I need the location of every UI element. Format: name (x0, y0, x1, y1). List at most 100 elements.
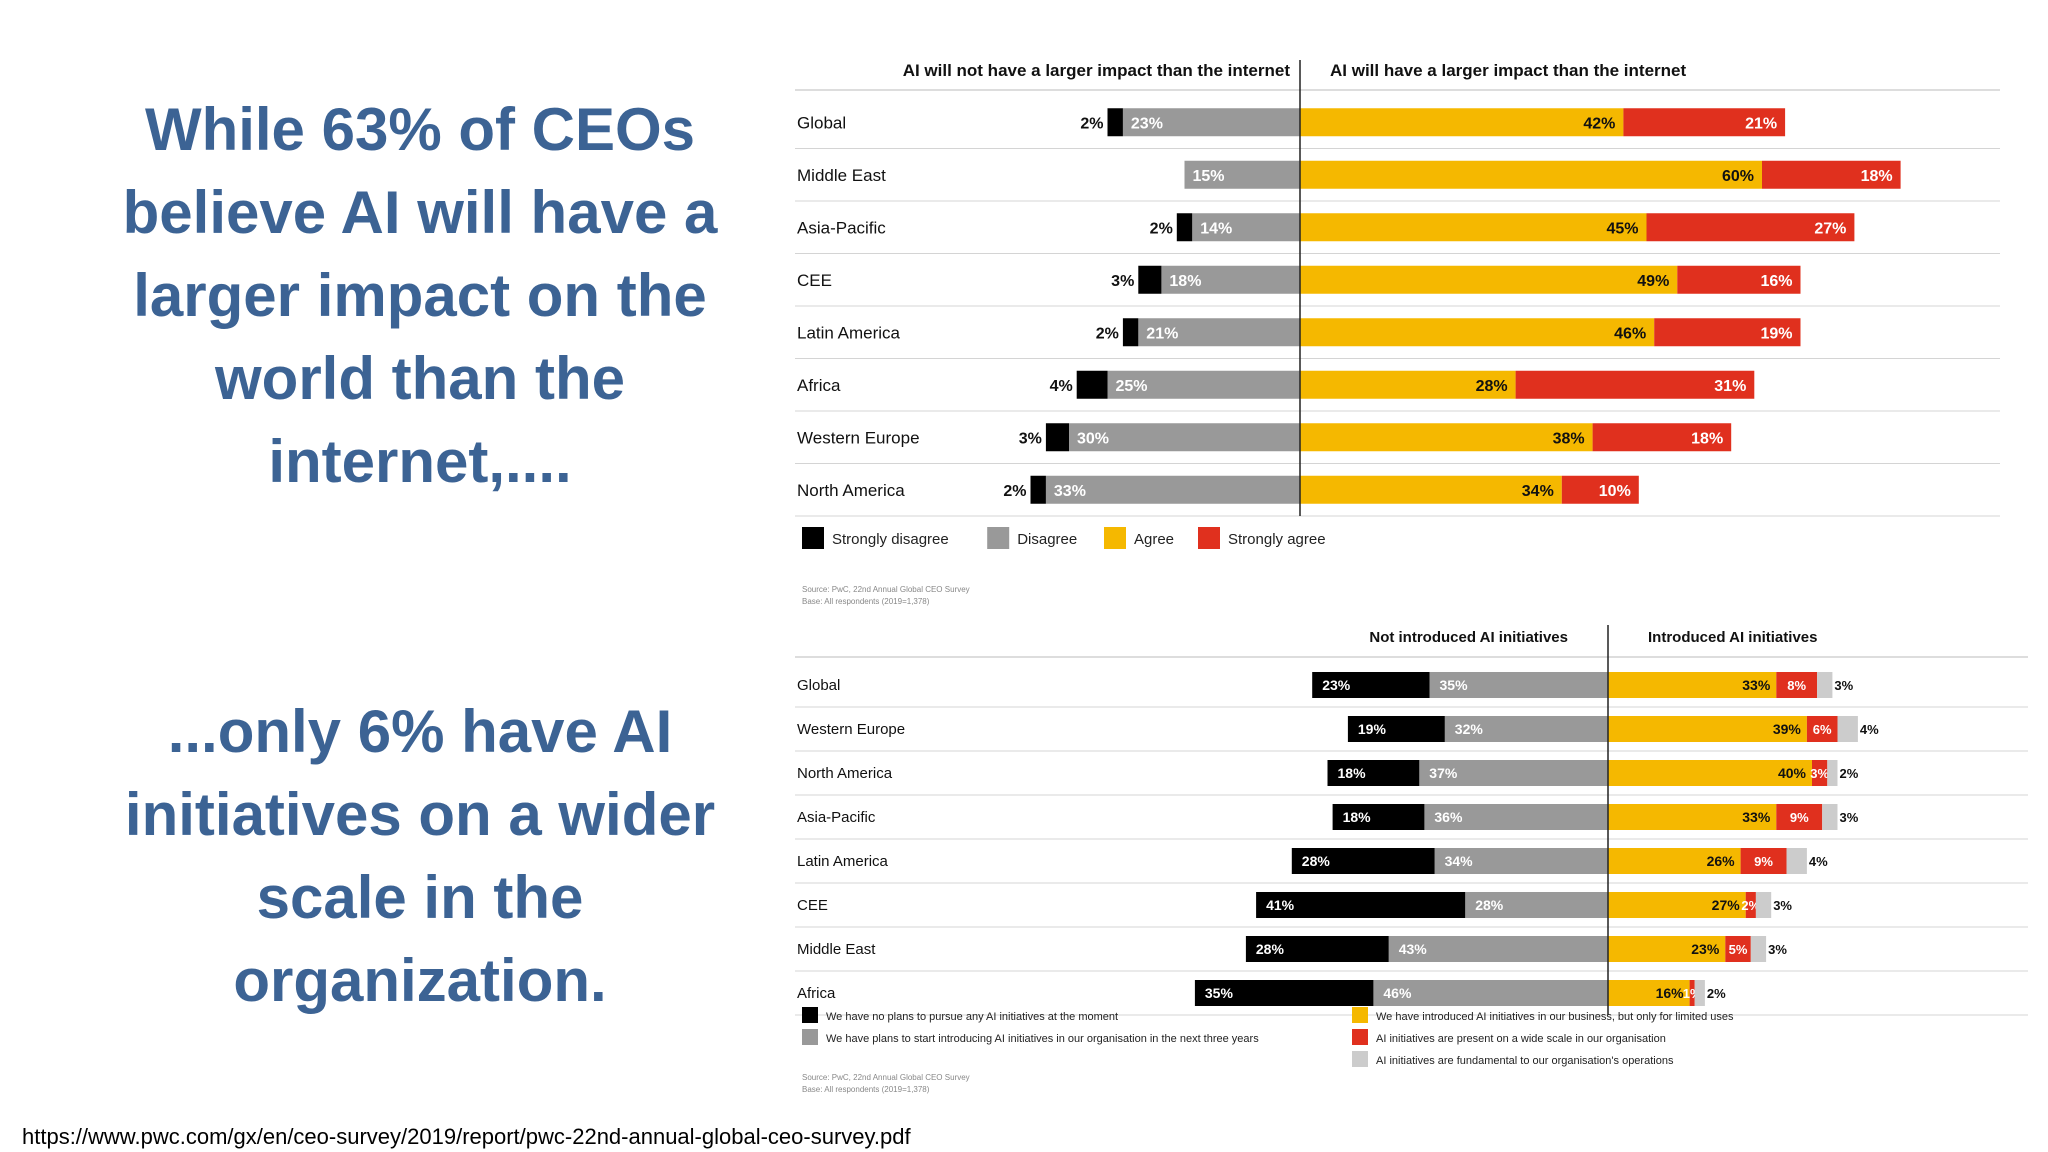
chart1-data-label: 31% (1714, 378, 1746, 395)
chart2-data-label: 4% (1809, 854, 1828, 869)
chart1-data-label: 2% (1080, 115, 1103, 132)
chart2-legend-swatch (1352, 1029, 1368, 1045)
chart2-data-label: 2% (1741, 898, 1760, 913)
chart1-header-right: AI will have a larger impact than the in… (1330, 61, 1686, 80)
chart1-bar-disagree (1161, 265, 1300, 294)
chart2-data-label: 3% (1840, 810, 1859, 825)
chart1-data-label: 27% (1814, 220, 1846, 237)
chart1-bar-agree (1300, 318, 1655, 347)
chart2-data-label: 8% (1787, 678, 1806, 693)
chart2-legend-swatch (1352, 1007, 1368, 1023)
chart2-bar-ai-initiatives-are-present-on-a-wide-scale-in-our-organisation (1745, 892, 1756, 918)
chart2-data-label: 9% (1790, 810, 1809, 825)
chart1-data-label: 4% (1050, 378, 1073, 395)
chart1-legend-label: Agree (1134, 531, 1174, 548)
chart1-bar-strongly-agree (1561, 475, 1639, 504)
chart1-header-left: AI will not have a larger impact than th… (903, 61, 1291, 80)
chart2-bar-we-have-introduced-ai-initiatives-in-our-business-but-only-for-limited-uses (1608, 892, 1746, 918)
chart1-bar-agree (1300, 213, 1647, 242)
chart2-legend-label: We have no plans to pursue any AI initia… (826, 1011, 1118, 1023)
chart1-bar-strongly-agree (1762, 160, 1901, 189)
chart2-category-label: Latin America (797, 853, 889, 870)
chart2-category-label: Africa (797, 985, 836, 1002)
chart2-data-label: 6% (1813, 722, 1832, 737)
chart2-bar-we-have-introduced-ai-initiatives-in-our-business-but-only-for-limited-uses (1608, 848, 1741, 874)
chart2-bar-ai-initiatives-are-fundamental-to-our-organisation-s-operations (1827, 760, 1838, 786)
chart2-bar-we-have-plans-to-start-introducing-ai-initiatives-in-our-organisation-in-the-next-three-years (1419, 760, 1608, 786)
chart1-legend-swatch (1198, 527, 1220, 549)
chart1-legend-swatch (987, 527, 1010, 549)
chart2-legend-label: AI initiatives are fundamental to our or… (1376, 1055, 1674, 1067)
chart1-data-label: 45% (1606, 220, 1638, 237)
chart1-bar-strongly-agree (1677, 265, 1801, 294)
chart2-data-label: 23% (1691, 941, 1720, 957)
chart1-base-note: Base: All respondents (2019=1,378) (802, 597, 930, 606)
chart1-bar-strongly-disagree (1122, 318, 1139, 347)
chart2-data-label: 32% (1455, 721, 1484, 737)
chart1-source-note: Source: PwC, 22nd Annual Global CEO Surv… (802, 585, 970, 594)
chart1-bar-disagree (1138, 318, 1300, 347)
chart1-data-label: 60% (1722, 168, 1754, 185)
chart2-bar-ai-initiatives-are-present-on-a-wide-scale-in-our-organisation (1740, 848, 1787, 874)
chart2-data-label: 3% (1773, 898, 1792, 913)
chart1-category-label: Western Europe (797, 428, 920, 447)
chart2-header-right: Introduced AI initiatives (1648, 629, 1817, 646)
chart1-legend-swatch (1104, 527, 1126, 549)
chart2-bar-we-have-no-plans-to-pursue-any-ai-initiatives-at-the-moment (1291, 848, 1435, 874)
chart2-data-label: 40% (1778, 765, 1807, 781)
chart1-data-label: 16% (1760, 273, 1792, 290)
chart2-bar-we-have-no-plans-to-pursue-any-ai-initiatives-at-the-moment (1332, 804, 1425, 830)
chart1-data-label: 18% (1861, 168, 1893, 185)
chart1-bar-disagree (1045, 475, 1300, 504)
chart2-data-label: 39% (1773, 721, 1802, 737)
chart1-bar-disagree (1107, 370, 1300, 399)
chart1-bar-agree (1300, 370, 1516, 399)
chart1-data-label: 18% (1169, 273, 1201, 290)
chart1-category-label: Asia-Pacific (797, 218, 886, 237)
chart2-bar-ai-initiatives-are-present-on-a-wide-scale-in-our-organisation (1812, 760, 1828, 786)
chart2-data-label: 28% (1256, 941, 1285, 957)
chart2-data-label: 26% (1707, 853, 1736, 869)
chart2-data-label: 35% (1440, 677, 1469, 693)
chart1-data-label: 10% (1599, 483, 1631, 500)
chart2-bar-we-have-no-plans-to-pursue-any-ai-initiatives-at-the-moment (1347, 716, 1445, 742)
chart2-bar-we-have-no-plans-to-pursue-any-ai-initiatives-at-the-moment (1327, 760, 1420, 786)
chart2-data-label: 23% (1322, 677, 1351, 693)
chart2-bar-ai-initiatives-are-present-on-a-wide-scale-in-our-organisation (1725, 936, 1751, 962)
chart2-data-label: 16% (1656, 985, 1685, 1001)
chart2-header-left: Not introduced AI initiatives (1369, 629, 1568, 646)
chart1-data-label: 3% (1019, 430, 1042, 447)
chart1-data-label: 46% (1614, 325, 1646, 342)
source-url[interactable]: https://www.pwc.com/gx/en/ceo-survey/201… (22, 1124, 911, 1149)
chart1-bar-agree (1300, 160, 1762, 189)
chart2-data-label: 5% (1729, 942, 1748, 957)
headline-top: While 63% of CEOs believe AI will have a… (122, 96, 718, 495)
chart2-data-label: 33% (1742, 677, 1771, 693)
chart1-data-label: 14% (1200, 220, 1232, 237)
chart1-data-label: 42% (1583, 115, 1615, 132)
chart2-bar-we-have-plans-to-start-introducing-ai-initiatives-in-our-organisation-in-the-next-three-years (1444, 716, 1608, 742)
chart1-bar-agree (1300, 423, 1593, 452)
chart2-bar-ai-initiatives-are-fundamental-to-our-organisation-s-operations (1755, 892, 1772, 918)
chart1-data-label: 34% (1522, 483, 1554, 500)
chart2-data-label: 3% (1810, 766, 1829, 781)
chart2-bar-we-have-plans-to-start-introducing-ai-initiatives-in-our-organisation-in-the-next-three-years (1429, 672, 1608, 698)
chart1-data-label: 2% (1003, 483, 1026, 500)
chart2-legend-label: We have introduced AI initiatives in our… (1376, 1011, 1734, 1023)
chart1-bar-strongly-agree (1646, 213, 1855, 242)
chart2-bar-ai-initiatives-are-present-on-a-wide-scale-in-our-organisation (1806, 716, 1838, 742)
chart2-legend-label: AI initiatives are present on a wide sca… (1376, 1033, 1666, 1045)
chart1-legend-label: Strongly disagree (832, 531, 949, 548)
chart2-bar-ai-initiatives-are-fundamental-to-our-organisation-s-operations (1694, 980, 1705, 1006)
chart2-data-label: 18% (1338, 765, 1367, 781)
chart2-data-label: 37% (1429, 765, 1458, 781)
chart1-bar-strongly-agree (1592, 423, 1732, 452)
chart2-data-label: 4% (1860, 722, 1879, 737)
chart1-bar-strongly-disagree (1107, 108, 1123, 137)
chart2-category-label: CEE (797, 897, 828, 914)
chart1-legend-label: Disagree (1017, 531, 1077, 548)
chart1-category-label: Africa (797, 376, 841, 395)
chart2-bar-we-have-no-plans-to-pursue-any-ai-initiatives-at-the-moment (1245, 936, 1389, 962)
chart2-bar-we-have-introduced-ai-initiatives-in-our-business-but-only-for-limited-uses (1608, 672, 1777, 698)
chart2-data-label: 28% (1475, 897, 1504, 913)
